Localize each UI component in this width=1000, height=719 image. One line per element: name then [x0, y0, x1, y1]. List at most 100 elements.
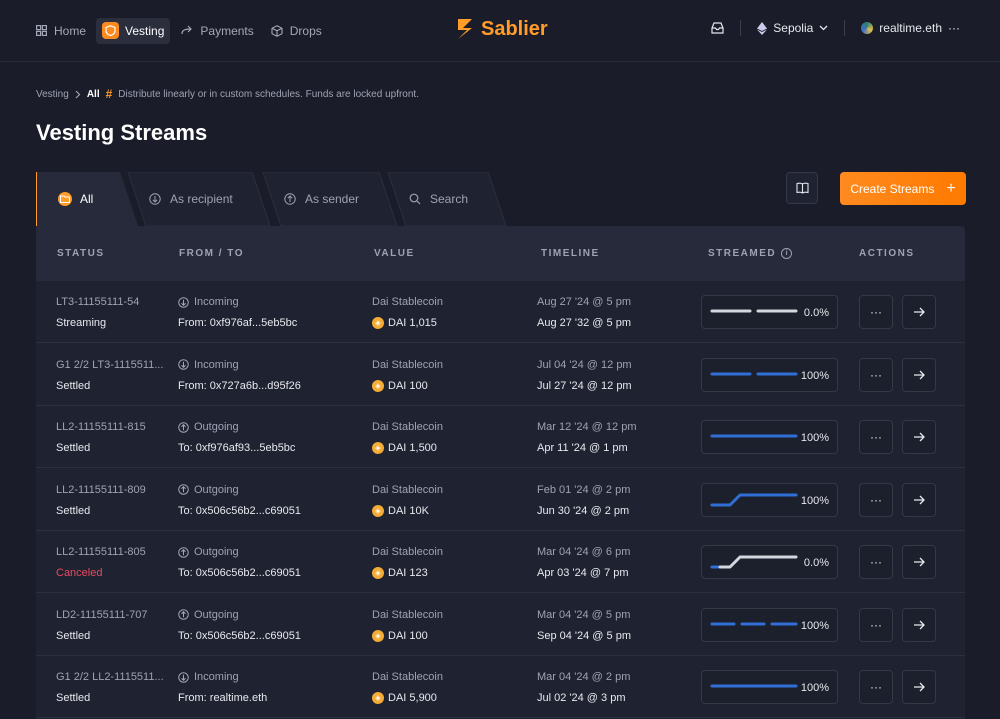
- stream-id[interactable]: G1 2/2 LT3-1115511...: [56, 358, 164, 371]
- table-row[interactable]: LT3-11155111-54 Streaming Incoming From:…: [36, 281, 965, 343]
- open-stream-button[interactable]: [902, 482, 936, 517]
- timeline-end: Apr 11 '24 @ 1 pm: [537, 442, 628, 454]
- divider: [844, 20, 846, 36]
- inbox-button[interactable]: [711, 22, 724, 34]
- nav-payments[interactable]: Payments: [174, 18, 259, 44]
- more-actions-button[interactable]: ···: [859, 482, 893, 517]
- timeline-start: Jul 04 '24 @ 12 pm: [537, 358, 632, 371]
- arrow-down-circle-icon: [178, 296, 189, 308]
- nav-drops[interactable]: Drops: [264, 18, 328, 44]
- amount-label: DAI 1,015: [388, 317, 437, 329]
- token-amount: ◈ DAI 5,900: [372, 692, 437, 704]
- header-status: STATUS: [57, 248, 105, 259]
- more-actions-button[interactable]: ···: [859, 607, 893, 642]
- header-timeline: TIMELINE: [541, 248, 600, 259]
- status-badge: Streaming: [56, 317, 107, 329]
- open-stream-button[interactable]: [902, 420, 936, 454]
- search-icon: [408, 192, 422, 206]
- folder-icon: [58, 192, 72, 206]
- streamed-progress[interactable]: 100%: [701, 482, 838, 517]
- table-header: STATUS FROM / TO VALUE TIMELINE STREAMED…: [36, 226, 965, 281]
- tab-as-recipient[interactable]: As recipient: [126, 172, 271, 226]
- table-row[interactable]: G1 2/2 LT3-1115511... Settled Incoming F…: [36, 344, 965, 406]
- amount-label: DAI 123: [388, 567, 428, 579]
- tab-search[interactable]: Search: [386, 172, 507, 226]
- open-stream-button[interactable]: [902, 545, 936, 579]
- stream-id[interactable]: LD2-11155111-707: [56, 608, 148, 621]
- stream-curve: [710, 434, 798, 438]
- token-name: Dai Stablecoin: [372, 296, 443, 308]
- dai-token-icon: ◈: [372, 692, 384, 704]
- stream-id[interactable]: LT3-11155111-54: [56, 296, 140, 308]
- streamed-progress[interactable]: 0.0%: [701, 545, 838, 579]
- box-icon: [270, 24, 284, 38]
- table-row[interactable]: LL2-11155111-815 Settled Outgoing To: 0x…: [36, 406, 965, 468]
- stream-id[interactable]: LL2-11155111-805: [56, 546, 146, 558]
- open-stream-button[interactable]: [902, 295, 936, 329]
- stream-id[interactable]: G1 2/2 LL2-1115511...: [56, 671, 164, 683]
- nav-vesting[interactable]: Vesting: [96, 17, 171, 44]
- breadcrumb: Vesting All # Distribute linearly or in …: [36, 87, 419, 101]
- docs-button[interactable]: [786, 172, 818, 204]
- direction-label: Outgoing: [194, 483, 239, 496]
- counterparty-address[interactable]: From: realtime.eth: [178, 692, 268, 704]
- tab-all[interactable]: All: [36, 172, 138, 226]
- dai-token-icon: ◈: [372, 379, 384, 392]
- streamed-progress[interactable]: 100%: [701, 607, 838, 642]
- stream-id[interactable]: LL2-11155111-815: [56, 421, 146, 433]
- more-actions-button[interactable]: ···: [859, 420, 893, 454]
- streamed-progress[interactable]: 100%: [701, 357, 838, 392]
- arrow-up-circle-icon: [178, 609, 189, 620]
- arrow-up-circle-icon: [178, 421, 189, 433]
- sablier-logo[interactable]: Sablier: [455, 17, 548, 41]
- tab-as-sender[interactable]: As sender: [261, 172, 398, 226]
- plus-icon: +: [946, 179, 956, 197]
- header-tools: Sepolia realtime.eth ···: [711, 20, 960, 36]
- breadcrumb-root[interactable]: Vesting: [36, 88, 69, 100]
- direction-label: Outgoing: [194, 421, 239, 433]
- status-badge: Settled: [56, 379, 91, 392]
- streamed-progress[interactable]: 100%: [701, 670, 838, 704]
- counterparty-address[interactable]: From: 0xf976af...5eb5bc: [178, 317, 298, 329]
- token-name: Dai Stablecoin: [372, 671, 443, 683]
- arrow-right-icon: [914, 620, 925, 629]
- stream-id[interactable]: LL2-11155111-809: [56, 483, 146, 496]
- more-actions-button[interactable]: ···: [859, 295, 893, 329]
- table-row[interactable]: LL2-11155111-805 Canceled Outgoing To: 0…: [36, 531, 965, 593]
- open-stream-button[interactable]: [902, 607, 936, 642]
- table-row[interactable]: LD2-11155111-707 Settled Outgoing To: 0x…: [36, 594, 965, 656]
- direction-label: Incoming: [194, 296, 239, 308]
- create-streams-button[interactable]: Create Streams +: [840, 172, 966, 205]
- token-amount: ◈ DAI 1,015: [372, 317, 437, 329]
- token-name: Dai Stablecoin: [372, 358, 443, 371]
- counterparty-address[interactable]: To: 0x506c56b2...c69051: [178, 629, 301, 642]
- nav-home[interactable]: Home: [28, 18, 92, 44]
- counterparty-address[interactable]: To: 0x506c56b2...c69051: [178, 567, 301, 579]
- more-actions-button[interactable]: ···: [859, 545, 893, 579]
- breadcrumb-description: Distribute linearly or in custom schedul…: [118, 88, 419, 100]
- status-badge: Canceled: [56, 567, 103, 579]
- table-row[interactable]: G1 2/2 LL2-1115511... Settled Incoming F…: [36, 656, 965, 718]
- counterparty-address[interactable]: To: 0xf976af93...5eb5bc: [178, 442, 296, 454]
- amount-label: DAI 5,900: [388, 692, 437, 704]
- open-stream-button[interactable]: [902, 670, 936, 704]
- more-actions-button[interactable]: ···: [859, 357, 893, 392]
- counterparty-address[interactable]: To: 0x506c56b2...c69051: [178, 504, 301, 517]
- info-icon[interactable]: i: [781, 248, 793, 259]
- streamed-progress[interactable]: 0.0%: [701, 295, 838, 329]
- more-actions-button[interactable]: ···: [859, 670, 893, 704]
- streamed-percent: 0.0%: [803, 307, 829, 319]
- timeline-end: Sep 04 '24 @ 5 pm: [537, 629, 631, 642]
- arrow-down-circle-icon: [178, 671, 189, 683]
- table-row[interactable]: LL2-11155111-809 Settled Outgoing To: 0x…: [36, 469, 965, 531]
- account-button[interactable]: realtime.eth ···: [861, 21, 960, 35]
- arrow-up-circle-icon: [178, 546, 189, 558]
- network-selector[interactable]: Sepolia: [757, 21, 828, 35]
- stream-curve: [710, 372, 798, 375]
- more-icon[interactable]: ···: [948, 21, 960, 35]
- direction: Incoming: [178, 359, 239, 371]
- streamed-progress[interactable]: 100%: [701, 420, 838, 454]
- counterparty-address[interactable]: From: 0x727a6b...d95f26: [178, 379, 301, 392]
- open-stream-button[interactable]: [902, 357, 936, 392]
- amount-label: DAI 10K: [388, 504, 429, 517]
